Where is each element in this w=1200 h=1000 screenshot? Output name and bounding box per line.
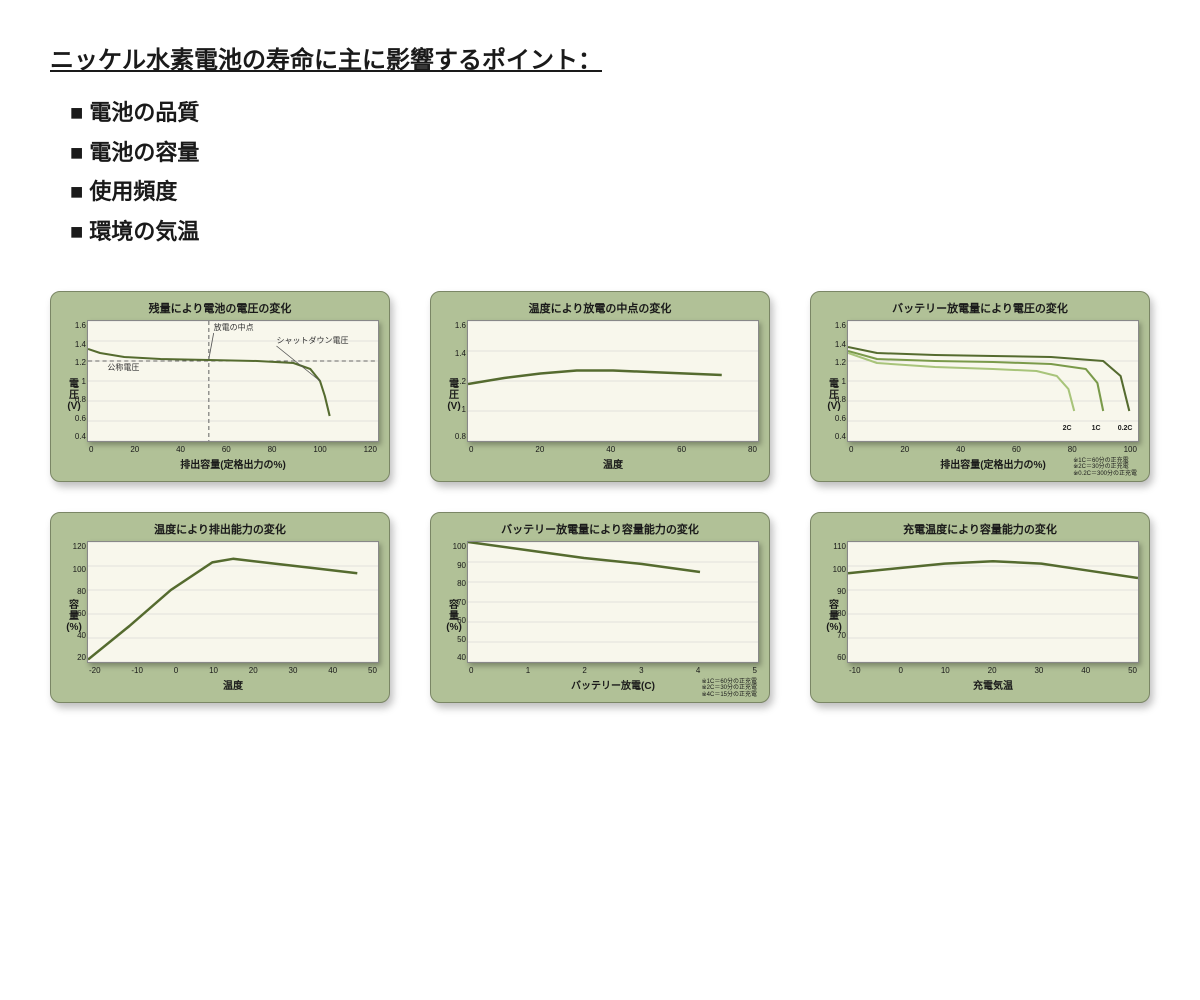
plot-area: 100908070605040 [467,541,759,663]
bullet-item: 使用頻度 [70,172,1150,212]
chart-title: 残量により電池の電圧の変化 [61,300,379,316]
x-axis-label: 温度 [467,456,759,471]
bullet-item: 環境の気温 [70,212,1150,252]
y-ticks: 100908070605040 [446,542,466,662]
x-ticks: 012345 [467,666,759,675]
plot-area: 1.61.41.210.80.60.4放電の中点シャットダウン電圧公称電圧 [87,320,379,442]
bullet-item: 電池の品質 [70,93,1150,133]
y-ticks: 11010090807060 [826,542,846,662]
chart-title: 温度により放電の中点の変化 [441,300,759,316]
plot-area: 1.61.41.210.8 [467,320,759,442]
chart-annotation: 公称電圧 [107,362,139,373]
series-label: 0.2C [1118,425,1133,432]
chart-card-c1: 残量により電池の電圧の変化電圧(V)1.61.41.210.80.60.4放電の… [50,291,390,482]
chart-title: バッテリー放電量により容量能力の変化 [441,521,759,537]
chart-title: 充電温度により容量能力の変化 [821,521,1139,537]
y-ticks: 1.61.41.210.8 [446,321,466,441]
bullet-item: 電池の容量 [70,133,1150,173]
x-ticks: 020406080 [467,445,759,454]
chart-card-c2: 温度により放電の中点の変化電圧(V)1.61.41.210.8020406080… [430,291,770,482]
x-ticks: -20-1001020304050 [87,666,379,675]
x-ticks: -1001020304050 [847,666,1139,675]
x-axis-label: 充電気温 [847,677,1139,692]
chart-footnote: ※1C＝60分の正充電※2C＝30分の正充電※0.2C＝300分の正充電 [1073,458,1137,478]
x-axis-label: 温度 [87,677,379,692]
chart-card-c6: 充電温度により容量能力の変化容量(%)11010090807060-100102… [810,512,1150,703]
chart-footnote: ※1C＝60分の正充電※2C＝30分の正充電※4C＝15分の正充電 [702,679,757,699]
chart-annotation: シャットダウン電圧 [277,335,349,346]
chart-card-c3: バッテリー放電量により電圧の変化電圧(V)1.61.41.210.80.60.4… [810,291,1150,482]
chart-title: 温度により排出能力の変化 [61,521,379,537]
plot-area: 1.61.41.210.80.60.42C1C0.2C [847,320,1139,442]
chart-grid: 残量により電池の電圧の変化電圧(V)1.61.41.210.80.60.4放電の… [50,291,1150,703]
plot-area: 12010080604020 [87,541,379,663]
series-label: 2C [1063,425,1072,432]
page-title: ニッケル水素電池の寿命に主に影響するポイント： [50,40,1150,75]
x-ticks: 020406080100120 [87,445,379,454]
y-ticks: 12010080604020 [66,542,86,662]
chart-annotation: 放電の中点 [214,322,254,333]
x-axis-label: 排出容量(定格出力の%) [87,456,379,471]
series-label: 1C [1092,425,1101,432]
plot-area: 11010090807060 [847,541,1139,663]
bullet-list: 電池の品質電池の容量使用頻度環境の気温 [70,93,1150,251]
y-ticks: 1.61.41.210.80.60.4 [66,321,86,441]
y-ticks: 1.61.41.210.80.60.4 [826,321,846,441]
x-ticks: 020406080100 [847,445,1139,454]
chart-title: バッテリー放電量により電圧の変化 [821,300,1139,316]
chart-card-c4: 温度により排出能力の変化容量(%)12010080604020-20-10010… [50,512,390,703]
chart-card-c5: バッテリー放電量により容量能力の変化容量(%)10090807060504001… [430,512,770,703]
